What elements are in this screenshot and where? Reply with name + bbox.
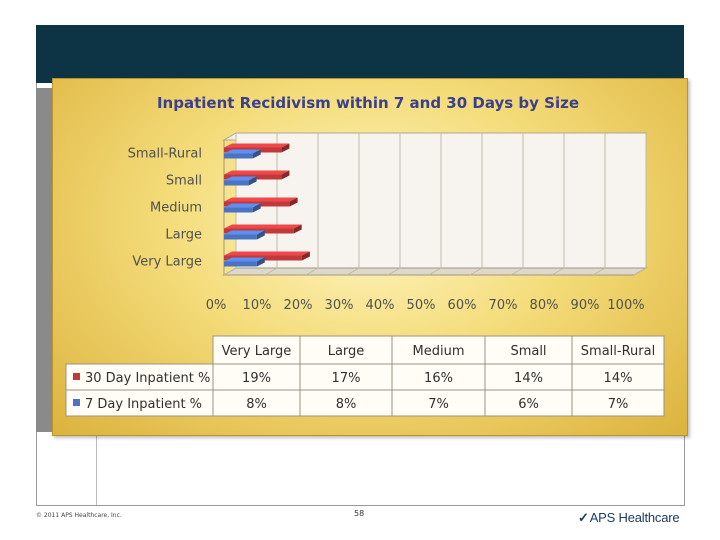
notes-frame [96,432,685,505]
gridline-floor [264,267,278,276]
table-column-header: Large [328,344,365,359]
logo-text: APS Healthcare [589,510,680,525]
gridline-floor [551,267,565,276]
table-header-bg [212,335,665,365]
page-number: 58 [354,509,365,518]
gridline-floor [346,267,360,276]
x-tick-label: 30% [325,298,354,313]
category-label: Medium [150,201,202,216]
category-label: Large [165,228,202,243]
gridline-floor [428,267,442,276]
data-table: Very Large Large Medium Small Small-Rural 30 … [65,335,665,417]
category-label: Very Large [132,255,202,270]
category-label: Small-Rural [128,147,202,162]
table-column-header: Medium [413,344,465,359]
gridline-floor [223,267,237,276]
bar-7day-small [224,176,257,186]
legend-key [73,373,80,380]
x-tick-label: 50% [407,298,436,313]
table-row-label: 7 Day Inpatient % [85,397,202,412]
x-tick-label: 20% [284,298,313,313]
legend-key [73,399,80,406]
table-column-header: Small [510,344,546,359]
table-cell: 16% [424,371,453,386]
chart-title: Inpatient Recidivism within 7 and 30 Day… [157,94,579,112]
x-tick-label: 0% [206,298,227,313]
table-cell: 7% [608,397,629,412]
category-label: Small [166,174,202,189]
x-tick-label: 100% [607,298,644,313]
gridline-floor [387,267,401,276]
x-tick-label: 40% [366,298,395,313]
x-tick-label: 90% [571,298,600,313]
x-tick-label: 60% [448,298,477,313]
table-column-header: Very Large [222,344,292,359]
copyright-text: © 2011 APS Healthcare, Inc. [36,512,122,519]
table-cell: 8% [336,397,357,412]
gridline-floor [633,267,647,276]
x-tick-label: 10% [243,298,272,313]
gridline-floor [469,267,483,276]
bar-7day-small-rural [224,149,261,159]
table-cell: 6% [518,397,539,412]
category-labels: Small-Rural Small Medium Large Very Large [128,147,202,270]
header-band [36,25,684,83]
x-tick-label: 80% [530,298,559,313]
table-cell: 19% [242,371,271,386]
gridline-floor [592,267,606,276]
company-logo: ✓APS Healthcare [578,510,680,526]
table-cell: 14% [514,371,543,386]
gridline-floor [510,267,524,276]
table-cell: 17% [332,371,361,386]
table-cell: 7% [428,397,449,412]
table-cell: 8% [246,397,267,412]
table-column-header: Small-Rural [581,344,655,359]
bar-7day-medium [224,203,261,213]
bar-7day-large [224,230,265,240]
bar-7day-very-large [224,257,265,267]
bars [224,143,310,267]
x-tick-labels: 0% 10% 20% 30% 40% 50% 60% 70% 80% 90% 100% [206,298,645,313]
table-cell: 14% [604,371,633,386]
logo-check-icon: ✓ [578,510,589,525]
x-tick-label: 70% [489,298,518,313]
table-row-label: 30 Day Inpatient % [85,371,210,386]
side-panel [36,88,52,432]
gridline-floor [305,267,319,276]
